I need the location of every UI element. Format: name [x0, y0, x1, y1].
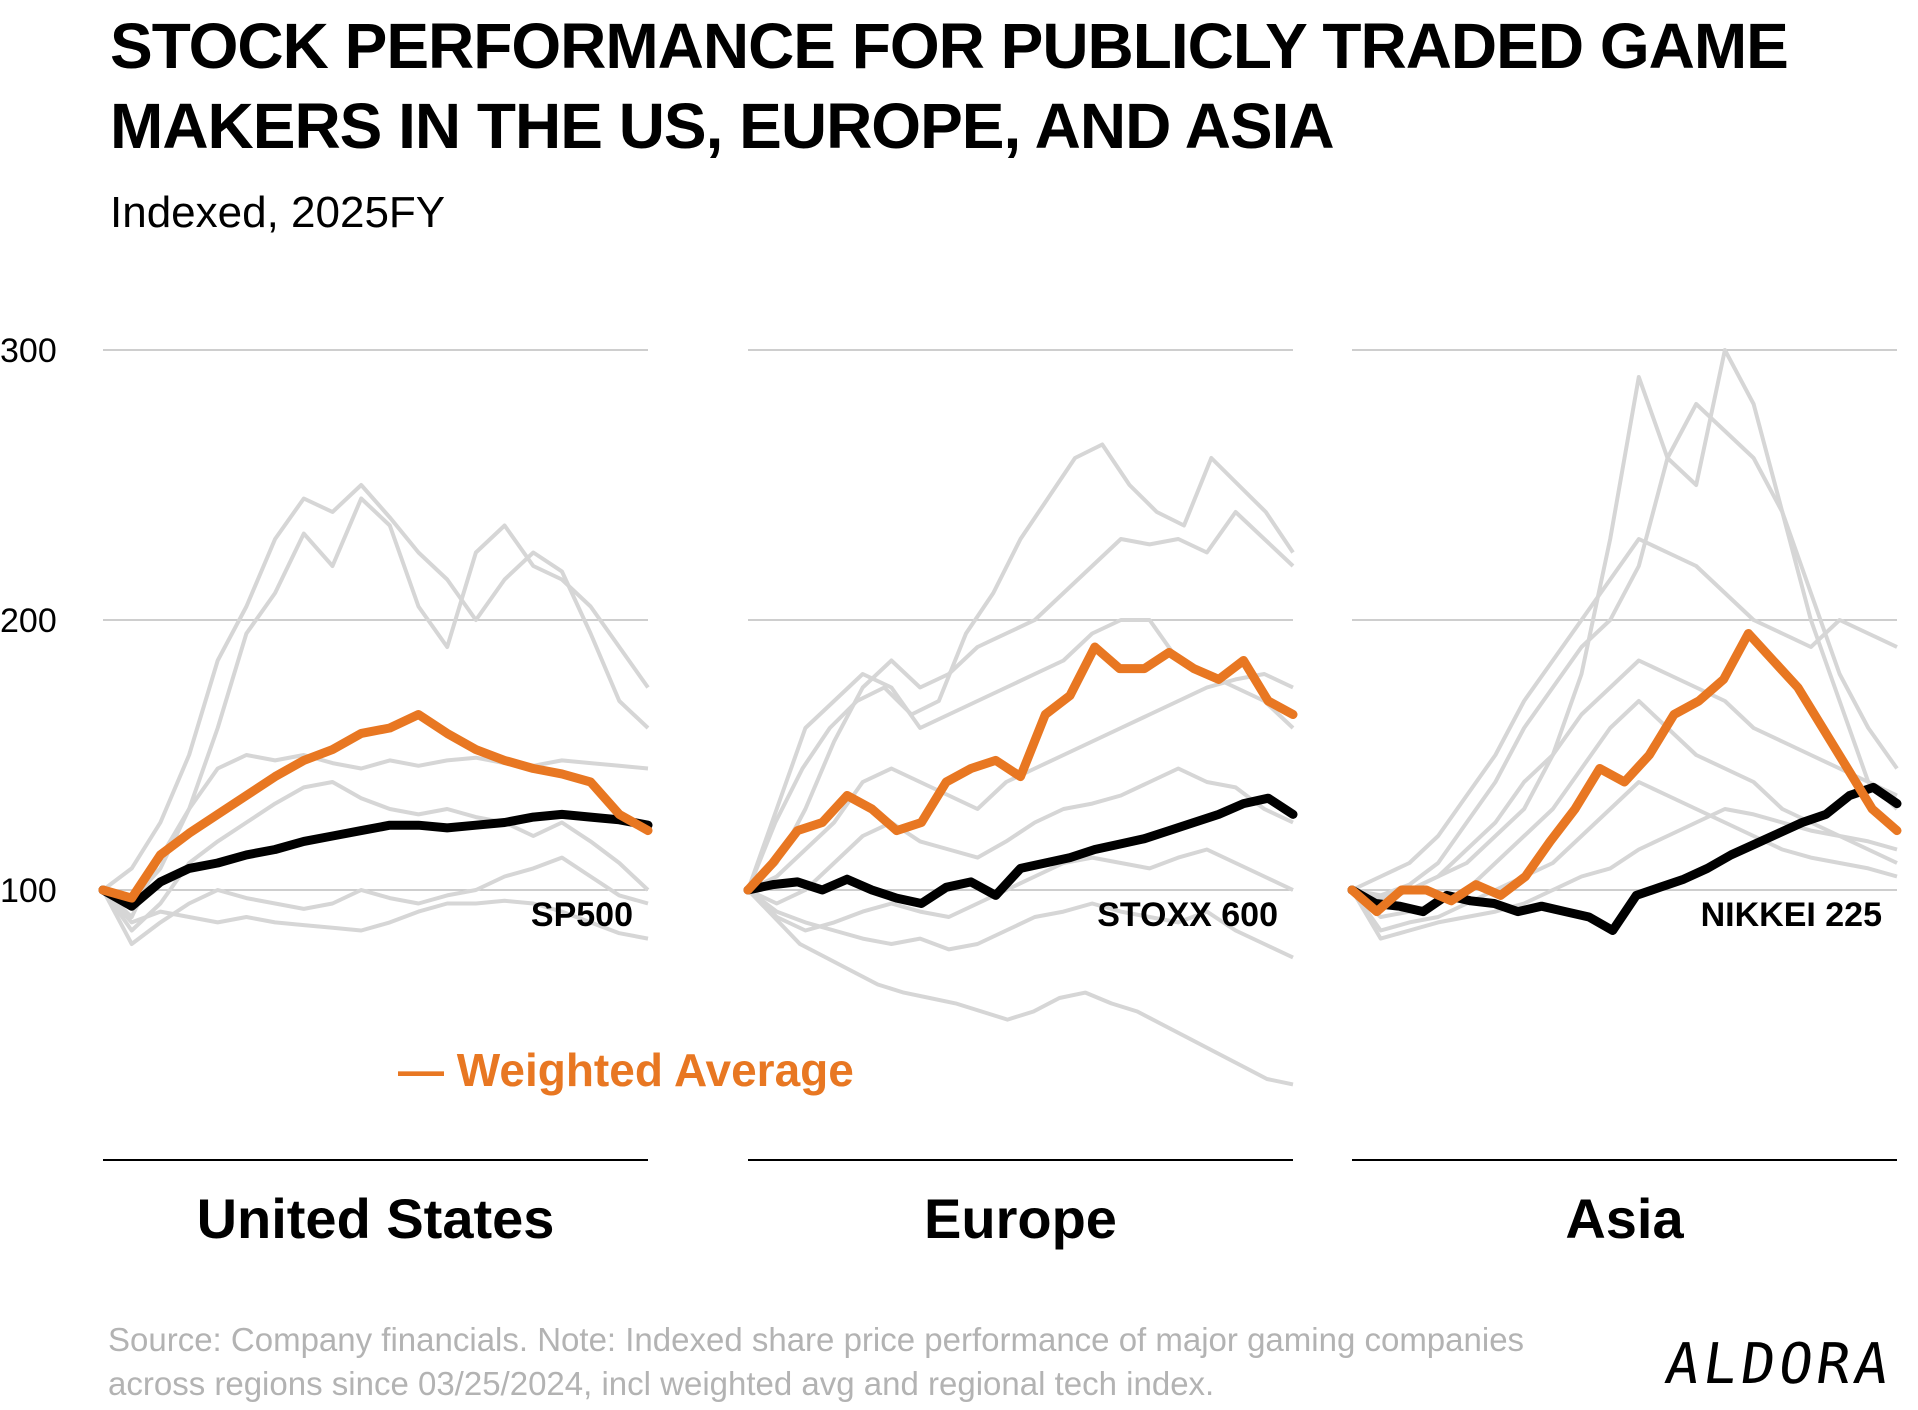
company-line-europe-5 [747, 766, 1294, 906]
y-tick-label-300: 300 [0, 332, 57, 370]
weighted-average-line-europe [743, 642, 1298, 895]
small-multiples-chart: 100 200 300 SP500 United States STOXX 600 Euro… [0, 332, 1902, 1250]
company-line-united-states-4 [101, 780, 650, 933]
company-line-europe-8 [746, 888, 1294, 1087]
company-line-united-states-1 [101, 483, 650, 892]
company-line-europe-7 [746, 888, 1294, 960]
company-line-united-states-6 [101, 888, 649, 941]
region-label-united-states: United States [197, 1187, 555, 1250]
index-label-asia: NIKKEI 225 [1701, 896, 1882, 934]
company-line-united-states-3 [101, 753, 649, 919]
region-label-asia: Asia [1565, 1187, 1684, 1250]
chart-title: STOCK PERFORMANCE FOR PUBLICLY TRADED GA… [110, 10, 1789, 162]
company-line-asia-5 [1350, 699, 1898, 919]
index-label-united-states: SP500 [531, 896, 633, 934]
company-line-asia-2 [1351, 402, 1899, 898]
company-line-asia-4 [1351, 658, 1898, 901]
source-note: Source: Company financials. Note: Indexe… [108, 1321, 1525, 1402]
index-line-united-states [98, 809, 653, 911]
weighted-average-line-united-states [98, 710, 653, 903]
company-line-europe-6 [746, 847, 1294, 933]
company-line-united-states-5 [101, 855, 649, 946]
index-label-europe: STOXX 600 [1097, 896, 1278, 934]
company-line-asia-3 [1351, 537, 1898, 892]
company-line-europe-1 [746, 442, 1295, 891]
weighted-average-line-asia [1347, 629, 1902, 917]
region-label-europe: Europe [924, 1187, 1117, 1250]
aldora-logo: ALDORA [1661, 1332, 1897, 1397]
company-line-europe-2 [746, 510, 1295, 892]
company-line-asia-6 [1350, 780, 1898, 933]
company-line-asia-7 [1350, 807, 1898, 941]
legend-weighted-average: — Weighted Average [398, 1044, 854, 1096]
y-tick-label-200: 200 [0, 602, 57, 640]
company-line-united-states-2 [102, 496, 650, 903]
chart-subtitle: Indexed, 2025FY [110, 188, 446, 237]
index-line-europe [743, 793, 1298, 908]
y-tick-label-100: 100 [0, 872, 57, 910]
